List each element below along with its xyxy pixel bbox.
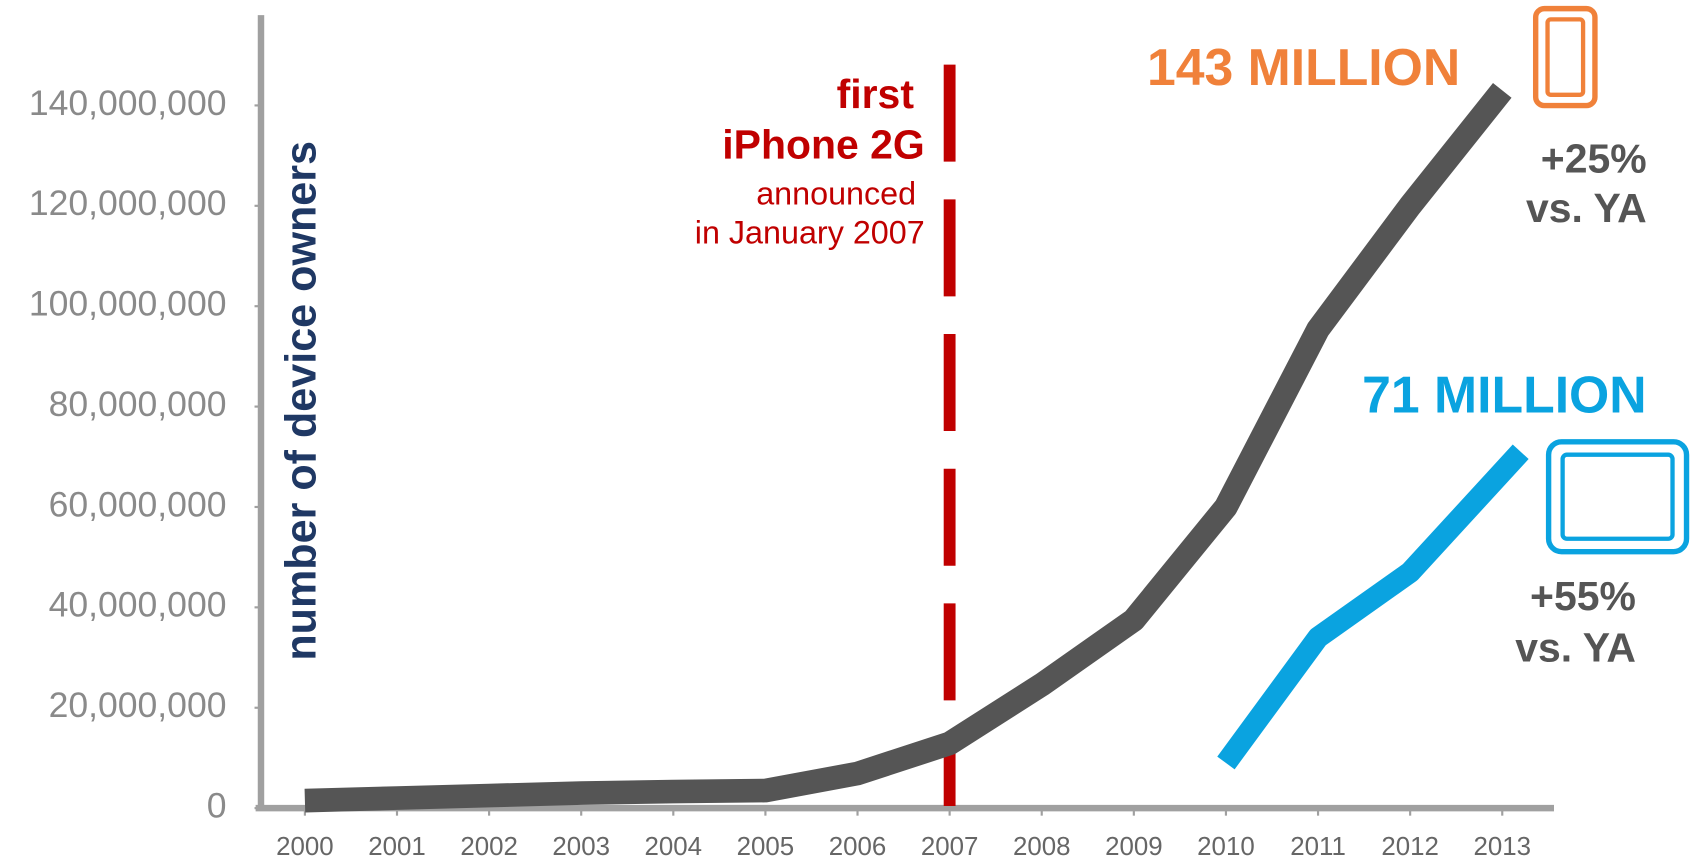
x-tick-label: 2007 (921, 833, 979, 861)
annotation: vs. YA (1526, 185, 1647, 231)
x-tick-label: 2013 (1473, 833, 1531, 861)
x-tick-label: 2006 (829, 833, 887, 861)
y-axis-label: number of device owners (277, 141, 325, 661)
y-tick-label: 80,000,000 (49, 384, 227, 424)
tablet-icon (1545, 439, 1690, 555)
event-marker-text: iPhone 2G (722, 121, 924, 167)
y-tick-label: 0 (207, 786, 227, 826)
tablet-screen (1560, 452, 1675, 541)
y-tick-label: 60,000,000 (49, 484, 227, 524)
y-tick-label: 140,000,000 (29, 83, 227, 123)
annotation: +55% (1530, 573, 1636, 619)
x-tick-label: 2009 (1105, 833, 1163, 861)
x-tick-label: 2004 (645, 833, 703, 861)
annotation: +25% (1541, 135, 1647, 181)
event-marker-text: in January 2007 (695, 214, 925, 250)
x-tick-label: 2011 (1290, 833, 1346, 861)
phone-screen (1545, 17, 1586, 97)
x-tick-label: 2002 (460, 833, 518, 861)
x-tick-label: 2001 (368, 833, 426, 861)
annotation: 143 MILLION (1147, 38, 1460, 96)
series-line (1217, 444, 1529, 770)
annotation: 71 MILLION (1362, 365, 1646, 423)
x-tick-label: 2003 (552, 833, 610, 861)
series-line (304, 82, 1512, 813)
x-tick-label: 2005 (737, 833, 795, 861)
x-tick-label: 2012 (1381, 833, 1439, 861)
x-tick-label: 2008 (1013, 833, 1071, 861)
y-tick-label: 100,000,000 (29, 284, 227, 324)
x-tick-label: 2010 (1197, 833, 1255, 861)
event-marker-text: first (837, 71, 915, 117)
x-tick-label: 2000 (276, 833, 334, 861)
event-marker-text: announced (756, 176, 916, 212)
y-tick-label: 120,000,000 (29, 183, 227, 223)
annotation: vs. YA (1515, 625, 1636, 671)
y-tick-label: 20,000,000 (49, 685, 227, 725)
phone-icon (1532, 5, 1598, 109)
y-tick-label: 40,000,000 (49, 585, 227, 625)
